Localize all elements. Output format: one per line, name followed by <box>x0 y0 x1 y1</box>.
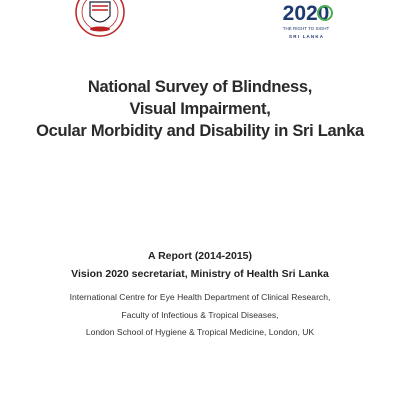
logo-tagline: THE RIGHT TO SIGHT <box>283 26 330 31</box>
affiliation-line: Faculty of Infectious & Tropical Disease… <box>121 310 279 320</box>
logo-numeral: 2020 <box>283 2 330 25</box>
crest-logo <box>75 0 125 37</box>
report-subtitle: A Report (2014-2015) <box>147 250 253 262</box>
title-line: National Survey of Blindness, <box>87 78 313 96</box>
affiliation-line: London School of Hygiene & Tropical Medi… <box>85 327 315 337</box>
title-line: Ocular Morbidity and Disability in Sri L… <box>36 122 364 140</box>
logo-country: S R I L A N K A <box>289 34 324 39</box>
affiliation-line: International Centre for Eye Health Depa… <box>69 292 331 302</box>
report-secretariat: Vision 2020 secretariat, Ministry of Hea… <box>71 268 329 280</box>
vision-2020-logo: 2020 THE RIGHT TO SIGHT S R I L A N K A <box>283 2 333 39</box>
title-line: Visual Impairment, <box>129 100 271 118</box>
logo-area: 2020 THE RIGHT TO SIGHT S R I L A N K A <box>75 0 333 39</box>
